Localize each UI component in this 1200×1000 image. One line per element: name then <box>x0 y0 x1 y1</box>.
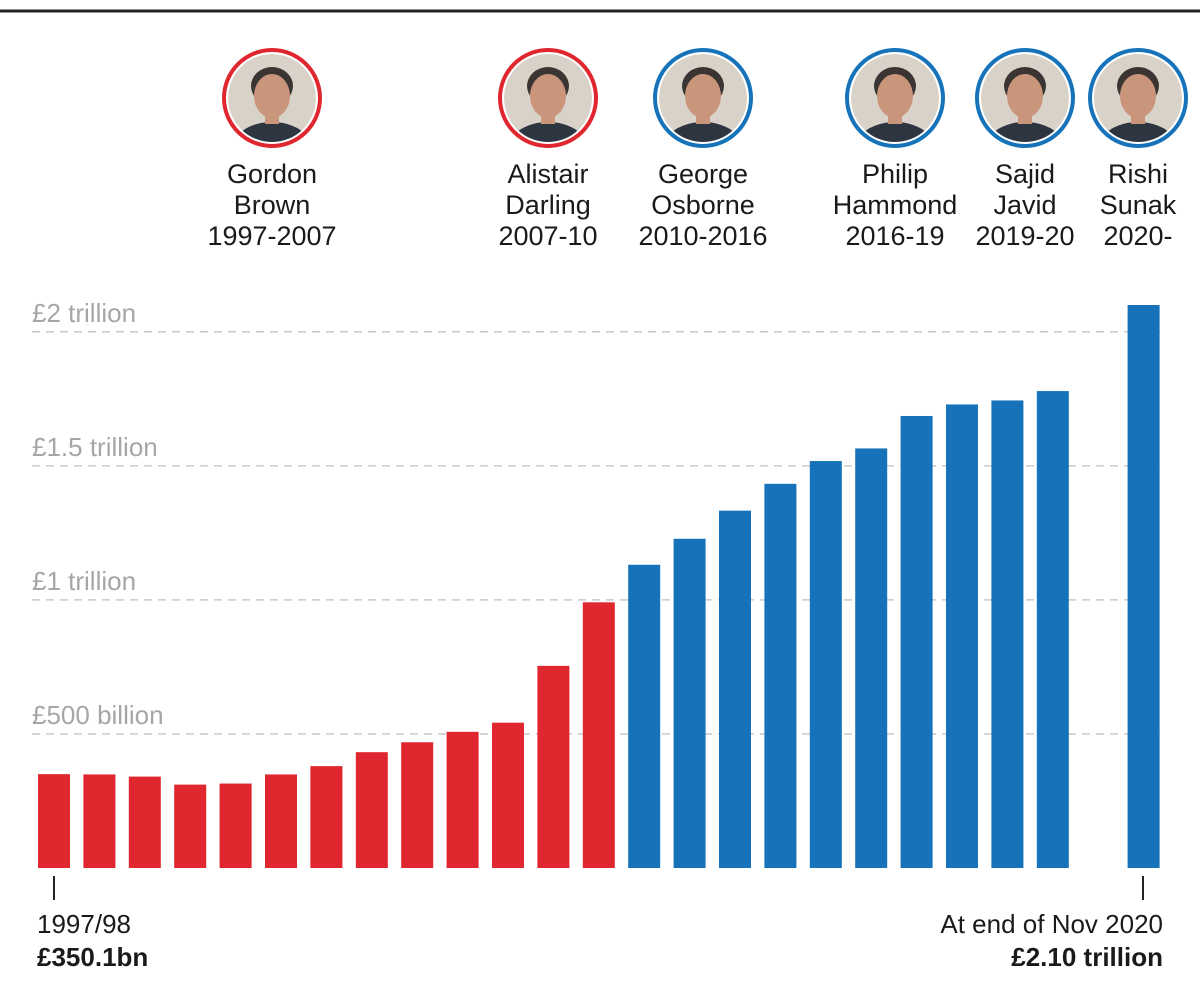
chancellor-name: Hammond <box>833 190 958 220</box>
bar <box>355 752 388 868</box>
bar <box>401 742 434 868</box>
end-date-label: At end of Nov 2020 <box>940 909 1163 939</box>
bar <box>446 731 479 868</box>
debt-bars <box>38 305 1160 868</box>
bar <box>1036 391 1069 868</box>
bar <box>83 774 116 868</box>
chancellor-name: Osborne <box>651 190 755 220</box>
chancellor-years: 2016-19 <box>845 221 944 251</box>
chancellor-years: 2019-20 <box>975 221 1074 251</box>
bar <box>946 404 978 868</box>
bar <box>855 448 888 868</box>
start-value-label: £350.1bn <box>37 942 148 972</box>
bar <box>128 776 161 868</box>
chancellor-name: Alistair <box>507 159 588 189</box>
bar <box>809 461 842 868</box>
bar <box>38 774 70 868</box>
y-tick-label: £500 billion <box>32 700 164 730</box>
bar <box>1127 305 1160 868</box>
portrait-rishi-sunak <box>1088 48 1188 148</box>
bar <box>174 784 207 868</box>
y-tick-label: £2 trillion <box>32 298 136 328</box>
chancellor-name: Brown <box>234 190 311 220</box>
chancellor-name: Sajid <box>995 159 1055 189</box>
chancellor-name: Sunak <box>1100 190 1177 220</box>
portrait-gordon-brown <box>222 48 322 148</box>
y-tick-label: £1.5 trillion <box>32 432 158 462</box>
portrait-alistair-darling <box>498 48 598 148</box>
bar <box>764 483 797 868</box>
portrait-sajid-javid <box>975 48 1075 148</box>
chancellor-years: 2007-10 <box>498 221 597 251</box>
chancellor-name: George <box>658 159 748 189</box>
bar <box>673 538 706 868</box>
chancellor-name: Rishi <box>1108 159 1168 189</box>
chancellor-years: 2010-2016 <box>638 221 767 251</box>
start-year-label: 1997/98 <box>37 909 131 939</box>
endpoint-annotations: 1997/98 £350.1bn At end of Nov 2020 £2.1… <box>37 876 1163 972</box>
end-value-label: £2.10 trillion <box>1011 942 1163 972</box>
chancellor-name: Gordon <box>227 159 317 189</box>
y-axis-labels: £500 billion £1 trillion £1.5 trillion £2 t… <box>32 298 164 730</box>
portrait-george-osborne <box>653 48 753 148</box>
chancellor-years: 2020- <box>1103 221 1172 251</box>
bar <box>219 783 252 868</box>
y-tick-label: £1 trillion <box>32 566 136 596</box>
chancellor-name: Philip <box>862 159 928 189</box>
bar <box>582 602 615 868</box>
bar <box>265 774 297 868</box>
portrait-philip-hammond <box>845 48 945 148</box>
chancellor-name: Darling <box>505 190 591 220</box>
chancellor-name: Javid <box>993 190 1056 220</box>
bar <box>492 722 524 868</box>
bar <box>900 415 933 868</box>
bar <box>719 510 751 868</box>
bar <box>537 665 570 868</box>
bar <box>310 766 343 868</box>
bar <box>991 400 1024 868</box>
bar <box>628 564 661 868</box>
chancellor-years: 1997-2007 <box>207 221 336 251</box>
